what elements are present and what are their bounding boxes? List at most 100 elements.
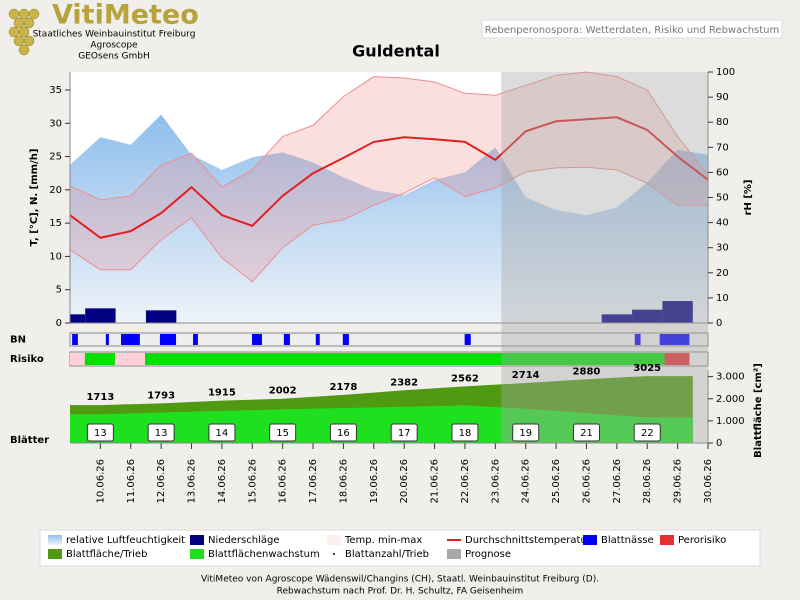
- leaf-count: 13: [155, 428, 168, 439]
- logo-line: GEOsens GmbH: [78, 52, 149, 62]
- x-tick-label: 15.06.26: [247, 459, 258, 504]
- panel-label: Blätter: [10, 435, 49, 446]
- leaf-count: 18: [459, 428, 472, 439]
- x-tick-label: 10.06.26: [95, 459, 106, 504]
- value-label: 2880: [573, 366, 601, 377]
- value-label: 2002: [269, 386, 297, 397]
- y-axis-label: T, [°C], N. [mm/h]: [29, 149, 40, 247]
- legend-box: [39, 529, 761, 567]
- leaf-count-box: [329, 423, 357, 442]
- y2-tick-label: 0: [716, 438, 722, 449]
- leaf-count-box: [208, 423, 236, 442]
- forecast-layer: [501, 72, 708, 443]
- x-tick-label: 24.06.26: [521, 459, 532, 504]
- legend-label: Blattnässe: [601, 535, 654, 546]
- legend-label: Perorisiko: [678, 535, 726, 546]
- risk-segment: [70, 353, 85, 365]
- x-tick-label: 19.06.26: [369, 459, 380, 504]
- y-tick-label: 35: [49, 85, 62, 96]
- legend-swatch: [190, 549, 204, 559]
- legend-swatch: [333, 553, 335, 555]
- strip-label: Risiko: [10, 354, 44, 365]
- precip-bar: [85, 308, 116, 323]
- x-tick-label: 26.06.26: [581, 459, 592, 504]
- y2-tick-label: 0: [716, 318, 722, 329]
- x-tick-label: 27.06.26: [612, 459, 623, 504]
- interval: [159, 334, 177, 345]
- x-tick-label: 22.06.26: [460, 459, 471, 504]
- logo-grapes: [8, 8, 40, 56]
- legend-swatch: [660, 535, 674, 545]
- x-tick-label: 18.06.26: [338, 459, 349, 504]
- leaf-count: 14: [216, 428, 229, 439]
- logo-line: Agroscope: [90, 41, 138, 51]
- x-tick-label: 21.06.26: [430, 459, 441, 504]
- temp-line: [69, 116, 709, 239]
- value-label: 2178: [330, 382, 358, 393]
- leaf-count: 21: [580, 428, 593, 439]
- legend-label: Niederschläge: [208, 535, 279, 546]
- y-tick-label: 5: [56, 285, 62, 296]
- leaf-count-box: [451, 423, 479, 442]
- risk-segment: [114, 353, 146, 365]
- interval: [283, 334, 290, 345]
- leaf-count-box: [512, 423, 540, 442]
- interval: [659, 334, 690, 345]
- risk-segment: [145, 353, 665, 365]
- y2-tick-label: 20: [716, 268, 729, 279]
- interval: [634, 334, 641, 345]
- legend-swatch: [583, 535, 597, 545]
- leaf-count: 13: [94, 428, 107, 439]
- x-tick-label: 30.06.26: [703, 459, 714, 504]
- value-label: 1713: [86, 392, 114, 403]
- value-label: 1915: [208, 388, 236, 399]
- y2-tick-label: 70: [716, 142, 729, 153]
- y2-tick-label: 90: [716, 92, 729, 103]
- legend-label: Prognose: [465, 549, 511, 560]
- interval: [342, 334, 349, 345]
- interval: [105, 334, 109, 345]
- interval: [72, 334, 78, 345]
- y2-tick-label: 10: [716, 293, 729, 304]
- leaf-count: 17: [398, 428, 411, 439]
- leaf-count-box: [390, 423, 418, 442]
- y-tick-label: 25: [49, 152, 62, 163]
- legend-swatch: [327, 535, 341, 545]
- precip-bar: [145, 310, 177, 323]
- interval: [664, 353, 690, 365]
- legend-label: Blattfläche/Trieb: [66, 549, 147, 560]
- x-tick-label: 13.06.26: [187, 459, 198, 504]
- logo-line: Staatliches Weinbauinstitut Freiburg: [33, 30, 196, 40]
- x-tick-label: 12.06.26: [156, 459, 167, 504]
- interval: [251, 334, 263, 345]
- legend-swatch: [190, 535, 204, 545]
- y-tick-label: 20: [49, 185, 62, 196]
- x-tick-label: 23.06.26: [490, 459, 501, 504]
- precip-bar: [662, 301, 693, 323]
- leaf-count-box: [269, 423, 297, 442]
- y2-tick-label: 100: [716, 67, 735, 78]
- risk-segment: [84, 353, 115, 365]
- y2-axis-label: Blattfläche [cm²]: [753, 363, 764, 458]
- x-tick-label: 29.06.26: [673, 459, 684, 504]
- legend-swatch: [48, 549, 62, 559]
- leaf-count-box: [572, 423, 600, 442]
- y-tick-label: 15: [49, 218, 62, 229]
- x-tick-label: 20.06.26: [399, 459, 410, 504]
- legend-label: Durchschnittstemperatur: [465, 535, 592, 546]
- footer-line: Rebwachstum nach Prof. Dr. H. Schultz, F…: [277, 587, 524, 597]
- x-tick-label: 16.06.26: [278, 459, 289, 504]
- y2-axis-label: rH [%]: [743, 180, 754, 216]
- x-tick-label: 17.06.26: [308, 459, 319, 504]
- x-tick-label: 28.06.26: [642, 459, 653, 504]
- subtitle: Rebenperonospora: Wetterdaten, Risiko un…: [485, 25, 780, 36]
- leaf-count: 16: [337, 428, 350, 439]
- legend-swatch: [48, 535, 62, 545]
- precip-bar: [632, 309, 663, 323]
- leaf-count: 15: [276, 428, 289, 439]
- precip-bar: [70, 314, 86, 323]
- value-label: 1793: [147, 390, 175, 401]
- leaf-count: 22: [641, 428, 654, 439]
